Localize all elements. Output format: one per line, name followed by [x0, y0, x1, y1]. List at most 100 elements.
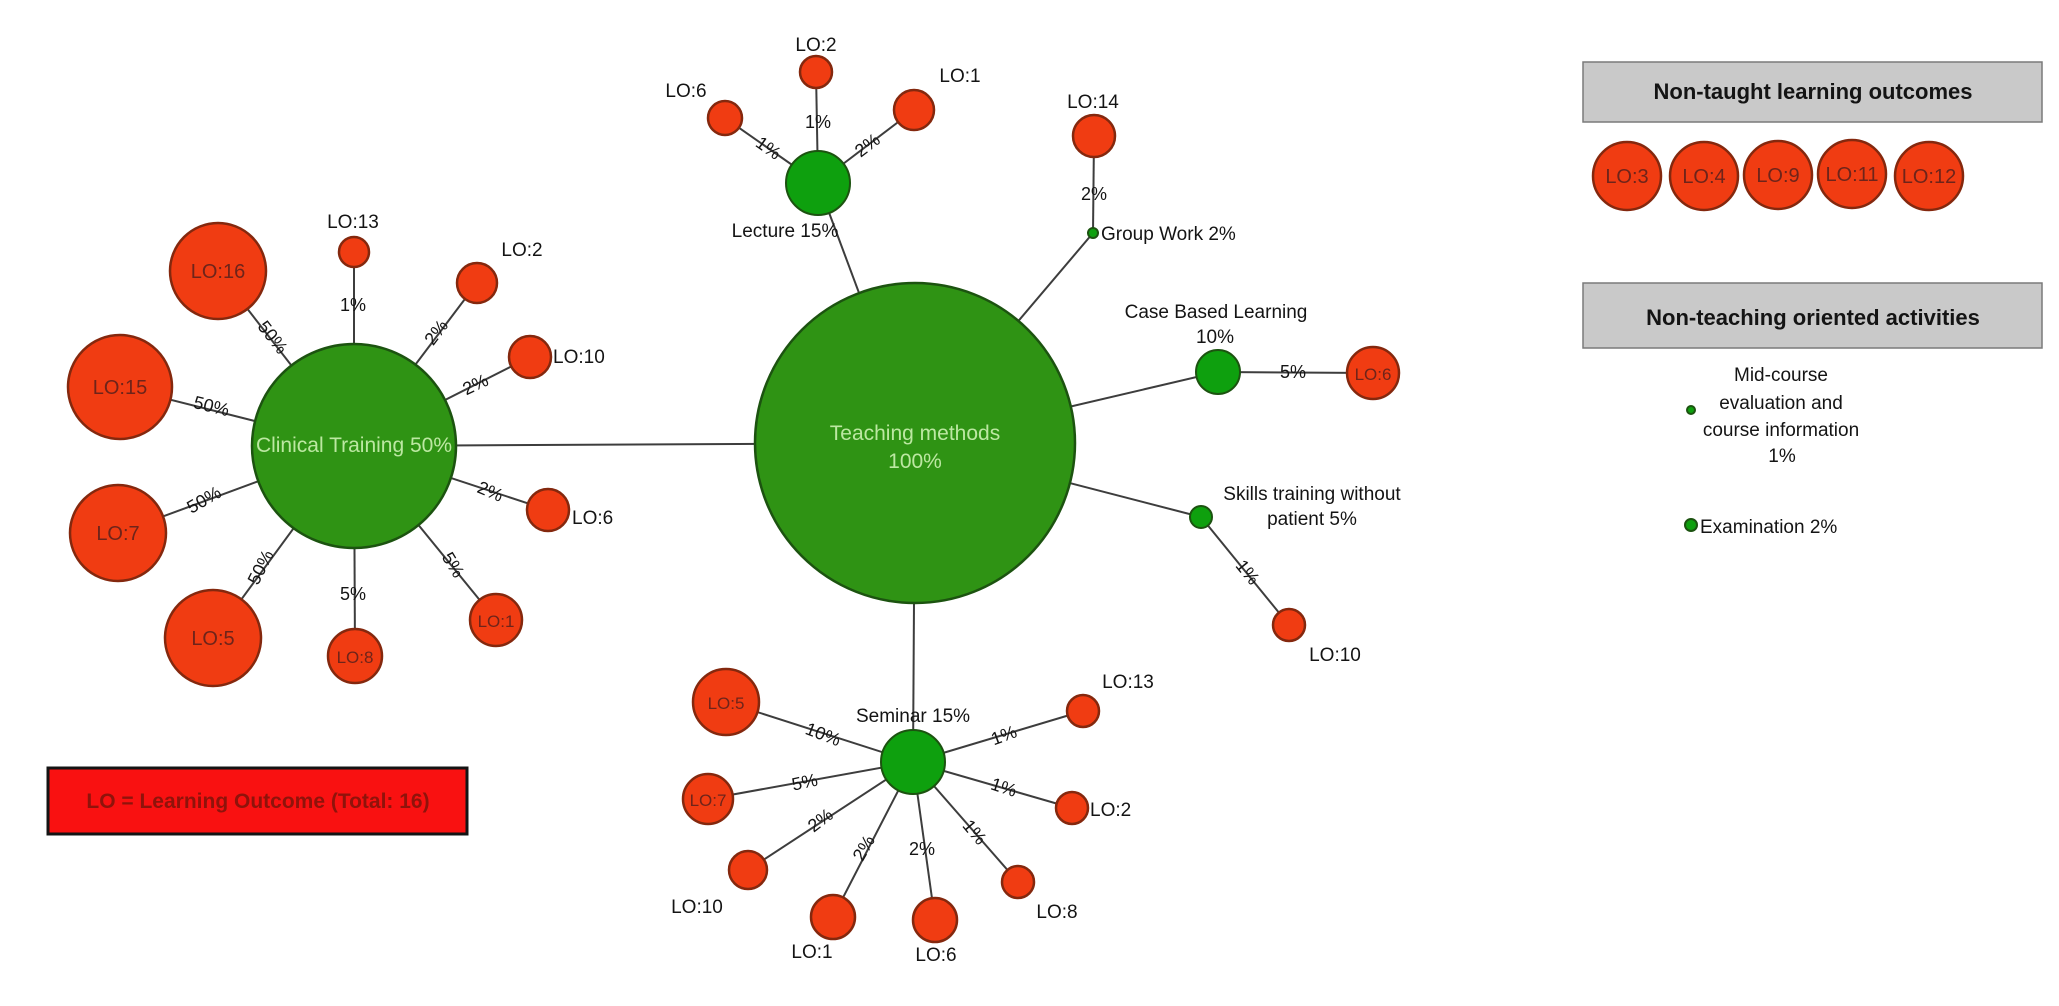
lo-node [691, 667, 761, 737]
lecture-node [785, 150, 851, 216]
lo-name-label: LO:2 [1090, 800, 1131, 821]
edge-pct-label: 1% [340, 295, 366, 315]
lo-node [911, 896, 959, 944]
lo-name-label: LO:1 [478, 612, 515, 631]
legend: LO = Learning Outcome (Total: 16) [46, 766, 469, 836]
lo-name-label: LO:9 [1756, 165, 1799, 187]
clinical-training-node [250, 342, 458, 550]
lo-node [68, 483, 168, 583]
non-taught-header-label: Non-taught learning outcomes [1654, 79, 1973, 104]
case-based-learning-label: Case Based Learning [1125, 302, 1308, 323]
examination-label: Examination 2% [1700, 517, 1837, 538]
lo-node [1345, 345, 1401, 401]
group-work-label: Group Work 2% [1101, 224, 1236, 245]
lo-node [727, 849, 769, 891]
skills-training-node [1189, 505, 1213, 529]
case-based-learning-pct-label: 10% [1196, 327, 1234, 348]
mid-course-label: course information [1703, 420, 1859, 441]
lo-name-label: LO:15 [93, 377, 147, 399]
lo-node [1054, 790, 1090, 826]
lo-name-label: LO:1 [791, 942, 832, 963]
lo-node [66, 333, 174, 441]
lo-name-label: LO:8 [337, 648, 374, 667]
lo-node [1668, 140, 1740, 212]
edge-pct-label: 1% [805, 112, 831, 132]
lo-node [507, 334, 553, 380]
mid-course-label: Mid-course [1734, 365, 1828, 386]
lo-node [809, 893, 857, 941]
lo-name-label: LO:5 [708, 694, 745, 713]
mid-course-label: evaluation and [1719, 393, 1843, 414]
lo-name-label: LO:13 [327, 212, 379, 233]
seminar-node [880, 729, 946, 795]
lo-node [1742, 139, 1814, 211]
group-work-cluster: Group Work 2% LO:14 2% [1067, 92, 1236, 245]
lo-node [326, 627, 384, 685]
mid-course-pct-label: 1% [1768, 446, 1796, 467]
lo-name-label: LO:11 [1826, 164, 1879, 186]
lo-name-label: LO:6 [1355, 365, 1392, 384]
lo-name-label: LO:12 [1902, 166, 1956, 188]
lo-node [892, 88, 936, 132]
lo-node [525, 487, 571, 533]
mid-course-node [1686, 405, 1696, 415]
lo-node [1065, 693, 1101, 729]
case-based-learning-node [1195, 349, 1241, 395]
lo-name-label: LO:3 [1605, 166, 1648, 188]
teaching-methods-label: Teaching methods [830, 422, 1000, 445]
teaching-methods-cluster: Teaching methods 100% [753, 281, 1077, 605]
lo-name-label: LO:6 [915, 945, 956, 966]
seminar-label: Seminar 15% [856, 706, 970, 727]
seminar-cluster: Seminar 15% LO:5 LO:7 LO:10 LO:1 LO:6 LO… [671, 667, 1154, 966]
lo-node [1000, 864, 1036, 900]
lo-node [1071, 113, 1117, 159]
skills-training-cluster: Skills training without patient 5% LO:10… [1189, 484, 1401, 666]
lo-node [337, 235, 371, 269]
lo-node [706, 99, 744, 137]
lo-name-label: LO:10 [671, 897, 723, 918]
teaching-methods-pct-label: 100% [888, 450, 942, 473]
lo-node [455, 261, 499, 305]
lo-node [798, 54, 834, 90]
lo-name-label: LO:1 [939, 66, 980, 87]
lo-name-label: LO:7 [690, 791, 727, 810]
non-teaching-header-box [1582, 282, 2043, 349]
lo-name-label: LO:10 [1309, 645, 1361, 666]
lo-node [1591, 140, 1663, 212]
legend-box [46, 766, 469, 836]
edge-line [1200, 516, 1290, 626]
lecture-label: Lecture 15% [732, 221, 839, 242]
clinical-training-cluster: Clinical Training 50% LO:16 LO:13 LO:2 L… [66, 212, 613, 688]
clinical-training-label: Clinical Training 50% [256, 434, 452, 457]
teaching-methods-node [753, 281, 1077, 605]
examination-node [1684, 518, 1698, 532]
lo-node [1816, 138, 1888, 210]
lo-node [681, 772, 735, 826]
non-taught-header-box [1582, 61, 2043, 123]
lo-node [468, 592, 524, 648]
edge-pct-label: 5% [340, 584, 366, 604]
lo-name-label: LO:16 [191, 261, 245, 283]
lo-name-label: LO:8 [1036, 902, 1077, 923]
right-panel: Non-taught learning outcomes LO:3 LO:4 L… [1582, 61, 2043, 538]
edge-pct-label: 2% [1081, 184, 1107, 204]
case-based-learning-cluster: Case Based Learning 10% LO:6 5% [1125, 302, 1401, 401]
skills-training-label: Skills training without [1223, 484, 1401, 505]
group-work-node [1087, 227, 1099, 239]
lo-node [1271, 607, 1307, 643]
non-teaching-header-label: Non-teaching oriented activities [1646, 305, 1980, 330]
lo-name-label: LO:13 [1102, 672, 1154, 693]
edge-pct-label: 2% [909, 839, 935, 859]
skills-training-pct-label: patient 5% [1267, 509, 1357, 530]
lo-name-label: LO:2 [501, 240, 542, 261]
lo-name-label: LO:7 [96, 523, 139, 545]
lo-name-label: LO:6 [665, 81, 706, 102]
lo-name-label: LO:5 [191, 628, 234, 650]
lo-name-label: LO:10 [553, 347, 605, 368]
lo-node [168, 221, 268, 321]
lo-name-label: LO:4 [1682, 166, 1725, 188]
lo-node [163, 588, 263, 688]
lo-name-label: LO:14 [1067, 92, 1119, 113]
